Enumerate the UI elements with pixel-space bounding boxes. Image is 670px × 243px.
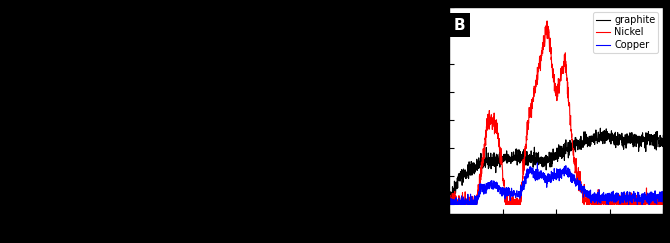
graphite bbox=[517, 153, 525, 156]
Y-axis label: Intensity (cps): Intensity (cps) bbox=[409, 65, 419, 156]
Copper bbox=[533, 161, 541, 164]
Line: Nickel: Nickel bbox=[449, 21, 663, 204]
Nickel bbox=[445, 203, 453, 206]
Copper bbox=[517, 190, 525, 193]
graphite bbox=[474, 168, 482, 171]
graphite bbox=[445, 196, 453, 199]
Copper bbox=[659, 197, 667, 200]
graphite bbox=[481, 157, 489, 160]
Nickel bbox=[445, 201, 453, 204]
Nickel bbox=[474, 193, 482, 196]
Copper bbox=[538, 173, 546, 176]
Copper bbox=[473, 194, 481, 197]
Nickel bbox=[538, 52, 546, 55]
X-axis label: Distance (nm): Distance (nm) bbox=[512, 234, 600, 243]
Copper bbox=[562, 171, 570, 174]
Legend: graphite, Nickel, Copper: graphite, Nickel, Copper bbox=[593, 12, 659, 53]
Line: Copper: Copper bbox=[449, 163, 663, 204]
Copper bbox=[481, 188, 489, 191]
graphite bbox=[557, 145, 565, 148]
Copper bbox=[445, 203, 453, 206]
Nickel bbox=[481, 138, 489, 141]
graphite bbox=[659, 134, 667, 137]
Text: B: B bbox=[454, 18, 466, 33]
graphite bbox=[447, 201, 455, 204]
Line: graphite: graphite bbox=[449, 128, 663, 202]
Nickel bbox=[543, 19, 551, 22]
Nickel bbox=[558, 65, 566, 68]
graphite bbox=[562, 148, 570, 151]
Copper bbox=[557, 172, 565, 175]
Nickel bbox=[659, 201, 667, 204]
graphite bbox=[538, 156, 546, 159]
Nickel bbox=[562, 73, 570, 76]
Nickel bbox=[517, 197, 525, 200]
graphite bbox=[596, 127, 604, 130]
